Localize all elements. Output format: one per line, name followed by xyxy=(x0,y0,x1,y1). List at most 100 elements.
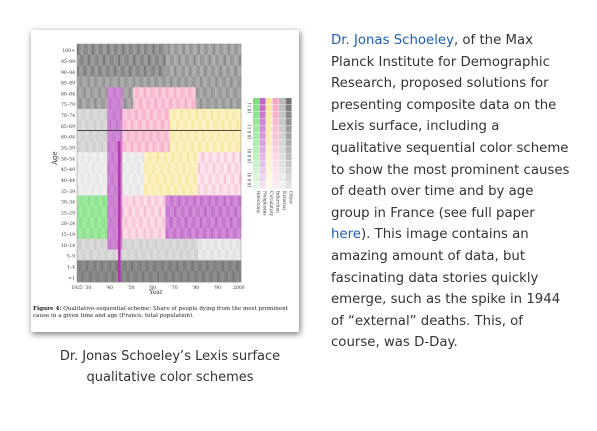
lexis-cell xyxy=(135,54,138,66)
lexis-cell xyxy=(208,238,212,250)
lexis-cell xyxy=(77,119,80,131)
lexis-cell xyxy=(92,141,95,153)
lexis-cell xyxy=(118,98,121,110)
legend-swatch xyxy=(285,161,292,168)
lexis-cell xyxy=(124,44,127,56)
lexis-cell xyxy=(217,206,220,218)
lexis-cell xyxy=(230,173,233,185)
lexis-cell xyxy=(156,152,160,164)
lexis-cell xyxy=(92,152,95,164)
lexis-cell xyxy=(236,163,240,175)
lexis-cell xyxy=(87,195,91,207)
lexis-cell xyxy=(189,260,192,272)
lexis-cell xyxy=(79,271,82,283)
lexis-cell xyxy=(156,98,160,110)
lexis-cell xyxy=(234,76,237,88)
lexis-cell xyxy=(238,238,242,250)
lexis-cell xyxy=(204,206,207,218)
lexis-cell xyxy=(120,260,123,272)
lexis-cell xyxy=(150,130,153,142)
lexis-cell xyxy=(191,260,194,272)
lexis-cell xyxy=(189,195,192,207)
lexis-cell xyxy=(223,260,227,272)
lexis-cell xyxy=(208,130,212,142)
lexis-cell xyxy=(234,238,237,250)
lexis-cell xyxy=(180,163,184,175)
lexis-cell xyxy=(206,173,209,185)
lexis-cell xyxy=(77,206,80,218)
lexis-cell xyxy=(143,249,147,261)
lexis-cell xyxy=(96,130,99,142)
lexis-cell xyxy=(120,87,123,99)
lexis-cell xyxy=(178,163,181,175)
lexis-cell xyxy=(221,87,225,99)
lexis-cell xyxy=(161,163,164,175)
lexis-cell xyxy=(197,65,201,77)
lexis-cell xyxy=(146,173,149,185)
lexis-cell xyxy=(206,54,209,66)
lexis-cell xyxy=(161,141,164,153)
lexis-cell xyxy=(79,173,82,185)
lexis-cell xyxy=(148,173,151,185)
lexis-cell xyxy=(150,260,153,272)
lexis-cell xyxy=(202,238,205,250)
lexis-cell xyxy=(180,206,184,218)
author-link[interactable]: Dr. Jonas Schoeley xyxy=(331,33,454,48)
age-tick-label: 1–4 xyxy=(67,264,75,270)
lexis-cell xyxy=(141,249,145,261)
lexis-cell xyxy=(225,260,229,272)
lexis-cell xyxy=(152,54,155,66)
lexis-cell xyxy=(219,119,222,131)
lexis-cell xyxy=(234,184,237,196)
lexis-cell xyxy=(146,65,149,77)
year-tick-label: '40 xyxy=(106,285,113,291)
lexis-cell xyxy=(191,152,194,164)
lexis-cell xyxy=(100,238,104,250)
lexis-cell xyxy=(163,217,166,229)
year-tick-label: '70 xyxy=(171,285,178,291)
lexis-cell xyxy=(176,54,179,66)
lexis-cell xyxy=(163,184,166,196)
lexis-cell xyxy=(96,108,99,121)
lexis-cell xyxy=(195,163,199,175)
lexis-cell xyxy=(139,65,143,77)
lexis-cell xyxy=(223,98,227,110)
lexis-cell xyxy=(212,87,216,99)
lexis-cell xyxy=(210,152,214,164)
lexis-cell xyxy=(219,141,222,153)
lexis-cell xyxy=(217,65,220,77)
paper-link[interactable]: here xyxy=(331,227,361,243)
lexis-cell xyxy=(221,195,225,207)
lexis-cell xyxy=(148,249,151,261)
legend-swatch xyxy=(272,140,279,147)
lexis-cell xyxy=(143,238,147,250)
lexis-cell xyxy=(159,163,162,175)
lexis-cell xyxy=(128,54,132,66)
lexis-cell xyxy=(234,54,237,66)
lexis-cell xyxy=(212,98,216,110)
lexis-cell xyxy=(111,173,114,185)
lexis-cell xyxy=(126,130,130,142)
lexis-cell xyxy=(200,271,203,283)
lexis-cell xyxy=(77,173,80,185)
lexis-cell xyxy=(236,76,240,88)
legend-swatch xyxy=(272,161,279,168)
lexis-cell xyxy=(230,217,233,229)
lexis-cell xyxy=(118,54,121,66)
lexis-cell xyxy=(79,238,82,250)
legend-swatch xyxy=(253,112,260,119)
age-tick-label: 65–69 xyxy=(61,124,75,130)
legend-swatch xyxy=(285,119,292,126)
lexis-cell xyxy=(92,238,95,250)
age-tick-label: <1 xyxy=(68,275,75,281)
lexis-cell xyxy=(89,108,93,121)
lexis-cell xyxy=(204,87,207,99)
lexis-cell xyxy=(161,119,164,131)
lexis-cell xyxy=(159,54,162,66)
lexis-cell xyxy=(89,173,93,185)
lexis-cell xyxy=(107,130,110,142)
lexis-cell xyxy=(228,54,231,66)
lexis-cell xyxy=(98,65,102,77)
lexis-cell xyxy=(122,163,125,175)
age-tick-label: 70–74 xyxy=(61,113,75,119)
